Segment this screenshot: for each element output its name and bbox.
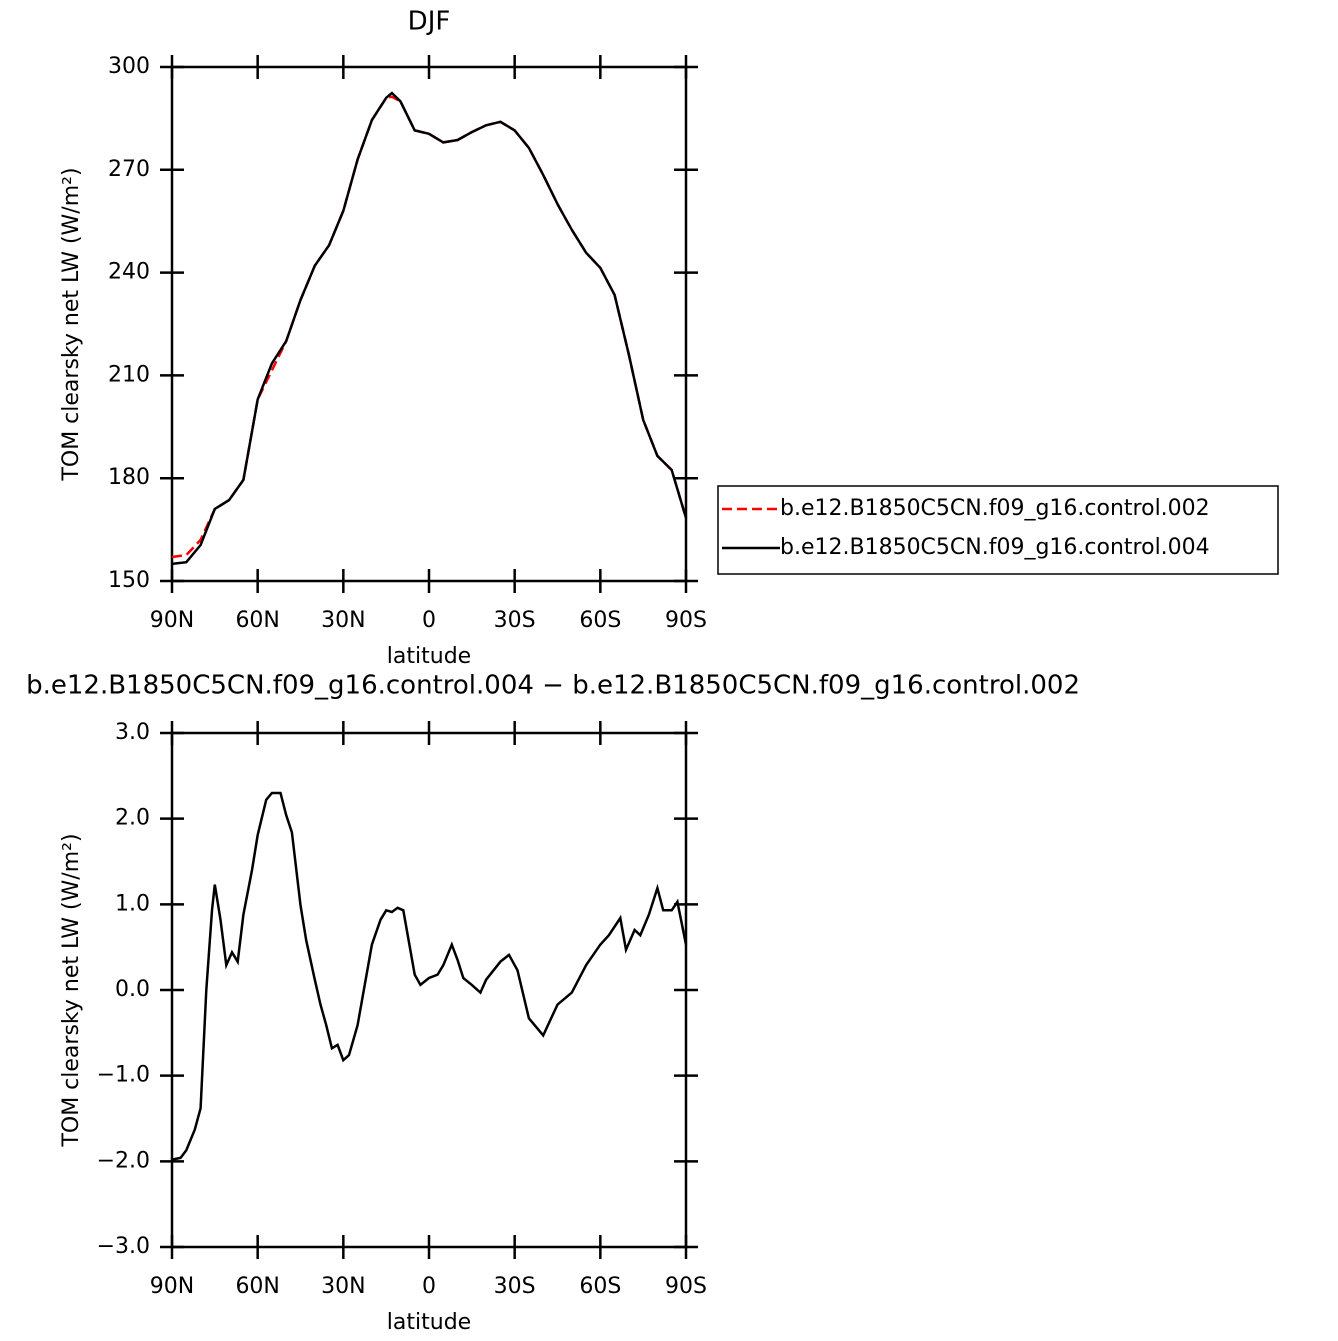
plot-frame — [170, 731, 688, 1249]
x-tick-label: 60N — [235, 1274, 279, 1299]
y-tick-label: 1.0 — [115, 891, 150, 916]
y-tick-label: 180 — [108, 465, 150, 490]
y-axis-label: TOM clearsky net LW (W/m²) — [59, 167, 84, 481]
x-tick-label: 0 — [422, 1274, 436, 1299]
x-tick-label: 90N — [150, 608, 194, 633]
x-tick-label: 90S — [665, 1274, 707, 1299]
data-line — [171, 91, 688, 566]
y-tick-label: 210 — [108, 362, 150, 387]
data-line — [171, 95, 688, 559]
data-line — [171, 791, 688, 1161]
chart-title: DJF — [408, 7, 451, 37]
x-tick-label: 60S — [579, 608, 621, 633]
y-tick-label: 2.0 — [115, 806, 150, 831]
x-tick-label: 90S — [665, 608, 707, 633]
y-tick-label: 240 — [108, 260, 150, 285]
legend-box — [717, 485, 1279, 575]
y-tick-label: 150 — [108, 568, 150, 593]
x-tick-label: 90N — [150, 1274, 194, 1299]
y-tick-label: 270 — [108, 157, 150, 182]
y-tick-label: −3.0 — [97, 1234, 150, 1259]
y-axis-label: TOM clearsky net LW (W/m²) — [59, 833, 84, 1147]
chart-title: b.e12.B1850C5CN.f09_g16.control.004 − b.… — [26, 671, 1080, 701]
y-tick-label: −1.0 — [97, 1063, 150, 1088]
plot-frame — [170, 65, 688, 583]
legend-label: b.e12.B1850C5CN.f09_g16.control.002 — [780, 496, 1210, 521]
y-tick-label: 300 — [108, 54, 150, 79]
x-tick-label: 60N — [235, 608, 279, 633]
x-tick-label: 60S — [579, 1274, 621, 1299]
y-tick-label: 3.0 — [115, 720, 150, 745]
x-tick-label: 30S — [494, 1274, 536, 1299]
y-tick-label: 0.0 — [115, 977, 150, 1002]
y-tick-label: −2.0 — [97, 1148, 150, 1173]
x-tick-label: 0 — [422, 608, 436, 633]
legend-label: b.e12.B1850C5CN.f09_g16.control.004 — [780, 535, 1210, 560]
x-tick-label: 30N — [321, 1274, 365, 1299]
x-axis-label: latitude — [387, 1310, 471, 1335]
x-axis-label: latitude — [387, 644, 471, 669]
x-tick-label: 30N — [321, 608, 365, 633]
x-tick-label: 30S — [494, 608, 536, 633]
